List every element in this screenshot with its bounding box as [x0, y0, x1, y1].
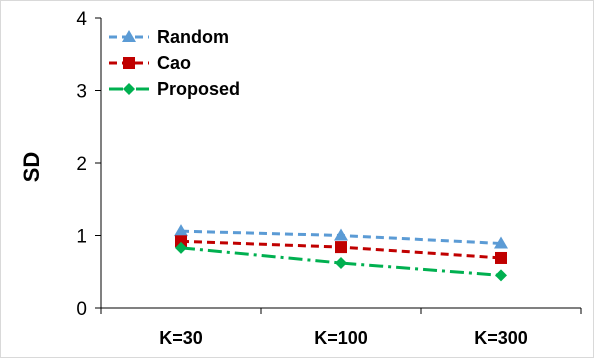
legend-item-random: Random [109, 27, 229, 47]
legend-item-cao: Cao [109, 53, 191, 73]
x-tick-labels: K=30 K=100 K=300 [159, 328, 528, 348]
x-tick-label: K=30 [159, 328, 203, 348]
legend-marker [123, 83, 135, 95]
series-random [174, 224, 508, 249]
y-axis-title: SD [19, 152, 44, 183]
y-tick-label: 4 [76, 9, 87, 30]
data-point [495, 251, 507, 264]
data-point [335, 241, 347, 254]
data-point [495, 269, 507, 282]
legend-label: Proposed [157, 79, 240, 99]
data-point [175, 241, 187, 254]
data-point [175, 235, 187, 248]
legend-label: Random [157, 27, 229, 47]
series-cao [175, 235, 507, 264]
y-tick-label: 3 [76, 82, 87, 103]
legend-label: Cao [157, 53, 191, 73]
x-tick-label: K=100 [314, 328, 368, 348]
y-tick-labels: 0 1 2 3 4 [76, 9, 87, 320]
legend: Random Cao Proposed [109, 27, 240, 99]
y-tick-label: 1 [76, 227, 87, 248]
data-point [334, 228, 348, 241]
data-point [174, 224, 188, 237]
legend-marker [122, 30, 136, 42]
series-proposed [175, 241, 507, 282]
data-point [494, 236, 508, 249]
y-tick-label: 2 [76, 154, 87, 175]
data-point [335, 257, 347, 270]
x-tick-label: K=300 [474, 328, 528, 348]
y-tick-label: 0 [76, 299, 87, 320]
series-group [174, 224, 508, 282]
axes [95, 17, 582, 314]
legend-marker [123, 57, 135, 69]
legend-item-proposed: Proposed [109, 79, 240, 99]
